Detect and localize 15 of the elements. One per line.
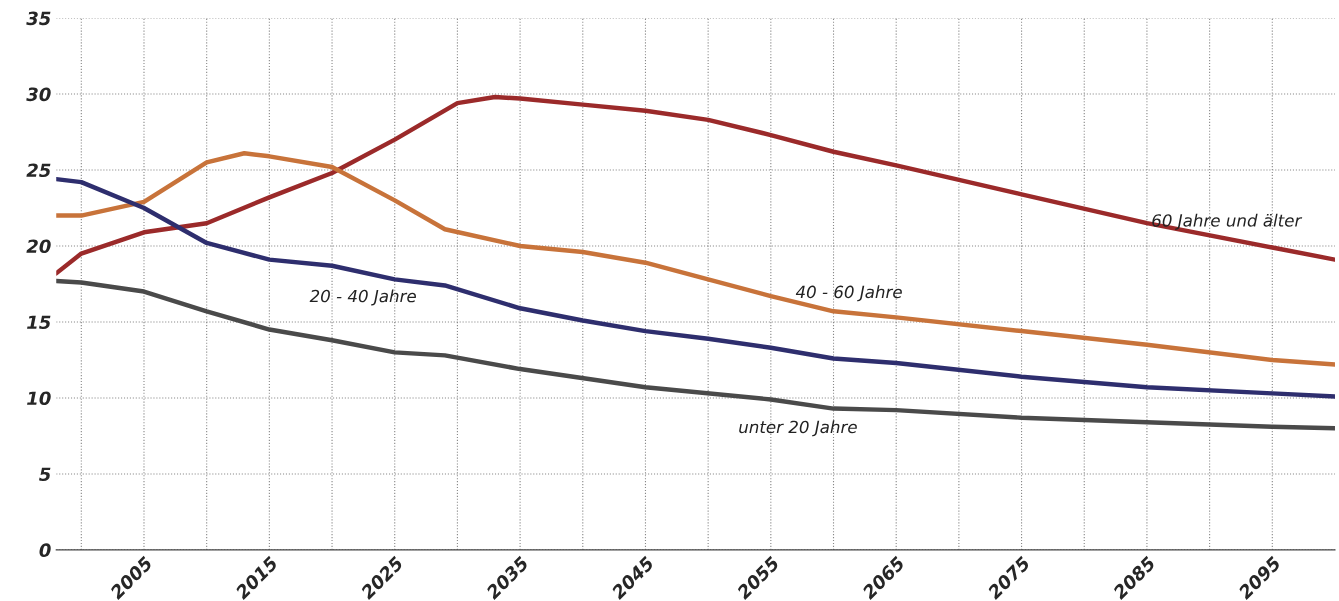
series-label: 20 - 40 Jahre (309, 289, 416, 306)
y-tick-label: 5 (39, 467, 51, 482)
series-label: unter 20 Jahre (739, 420, 857, 437)
line-series (56, 151, 1335, 367)
y-tick-label: 30 (26, 87, 51, 102)
y-tick-label: 15 (27, 315, 51, 330)
y-tick-label: 10 (27, 391, 51, 406)
line-series (56, 94, 1335, 276)
line-series (56, 176, 1335, 399)
y-tick-label: 0 (39, 543, 51, 558)
y-tick-label: 25 (26, 163, 51, 178)
series-label: 40 - 60 Jahre (795, 285, 902, 302)
y-tick-label: 20 (26, 239, 51, 254)
series-label: 60 Jahre und älter (1152, 213, 1303, 230)
y-tick-label: 35 (26, 11, 51, 26)
